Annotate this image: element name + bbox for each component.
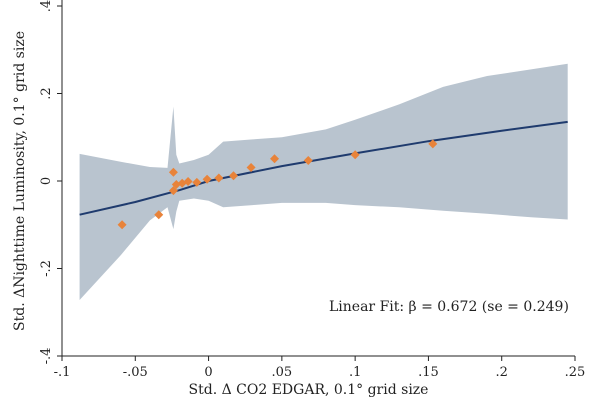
y-axis-label: Std. ΔNighttime Luminosity, 0.1° grid si… xyxy=(12,31,28,331)
scatter-points-layer xyxy=(117,139,438,230)
fit-annotation: Linear Fit: β = 0.672 (se = 0.249) xyxy=(329,299,569,315)
data-point xyxy=(183,176,193,186)
fit-line xyxy=(79,120,568,216)
data-point xyxy=(303,155,313,165)
data-point xyxy=(202,174,212,184)
data-point xyxy=(428,139,438,149)
data-point xyxy=(214,173,224,183)
axes-layer xyxy=(61,0,575,357)
y-tick-label: -.4 xyxy=(39,348,54,365)
x-axis-label: Std. Δ CO2 EDGAR, 0.1° grid size xyxy=(189,382,429,398)
data-point xyxy=(270,154,280,164)
data-point xyxy=(171,180,181,189)
data-point xyxy=(192,177,202,187)
data-point xyxy=(350,150,360,160)
y-tick-label: -.2 xyxy=(39,260,54,277)
y-tick-label: .2 xyxy=(39,87,54,99)
data-point xyxy=(117,220,127,230)
data-point xyxy=(246,162,256,172)
x-ticks: -.1 -.05 0 .05 .1 .15 .2 .25 xyxy=(54,356,586,380)
x-tick-label: .15 xyxy=(418,365,439,380)
confidence-band xyxy=(79,63,568,300)
data-point xyxy=(168,167,178,177)
x-tick-label: -.1 xyxy=(54,365,71,380)
data-point xyxy=(228,171,238,181)
x-tick-label: -.05 xyxy=(123,365,148,380)
confidence-band-layer xyxy=(79,63,568,300)
x-tick-label: 0 xyxy=(204,365,212,380)
y-ticks: -.4 -.2 0 .2 .4 xyxy=(39,0,62,364)
fit-line-layer xyxy=(79,120,568,216)
y-tick-label: .4 xyxy=(39,0,54,12)
x-tick-label: .1 xyxy=(349,365,361,380)
data-point xyxy=(168,186,178,196)
x-tick-label: .2 xyxy=(496,365,508,380)
y-tick-label: 0 xyxy=(39,177,54,185)
data-point xyxy=(154,210,164,220)
x-tick-label: .25 xyxy=(565,365,586,380)
x-tick-label: .05 xyxy=(272,365,293,380)
